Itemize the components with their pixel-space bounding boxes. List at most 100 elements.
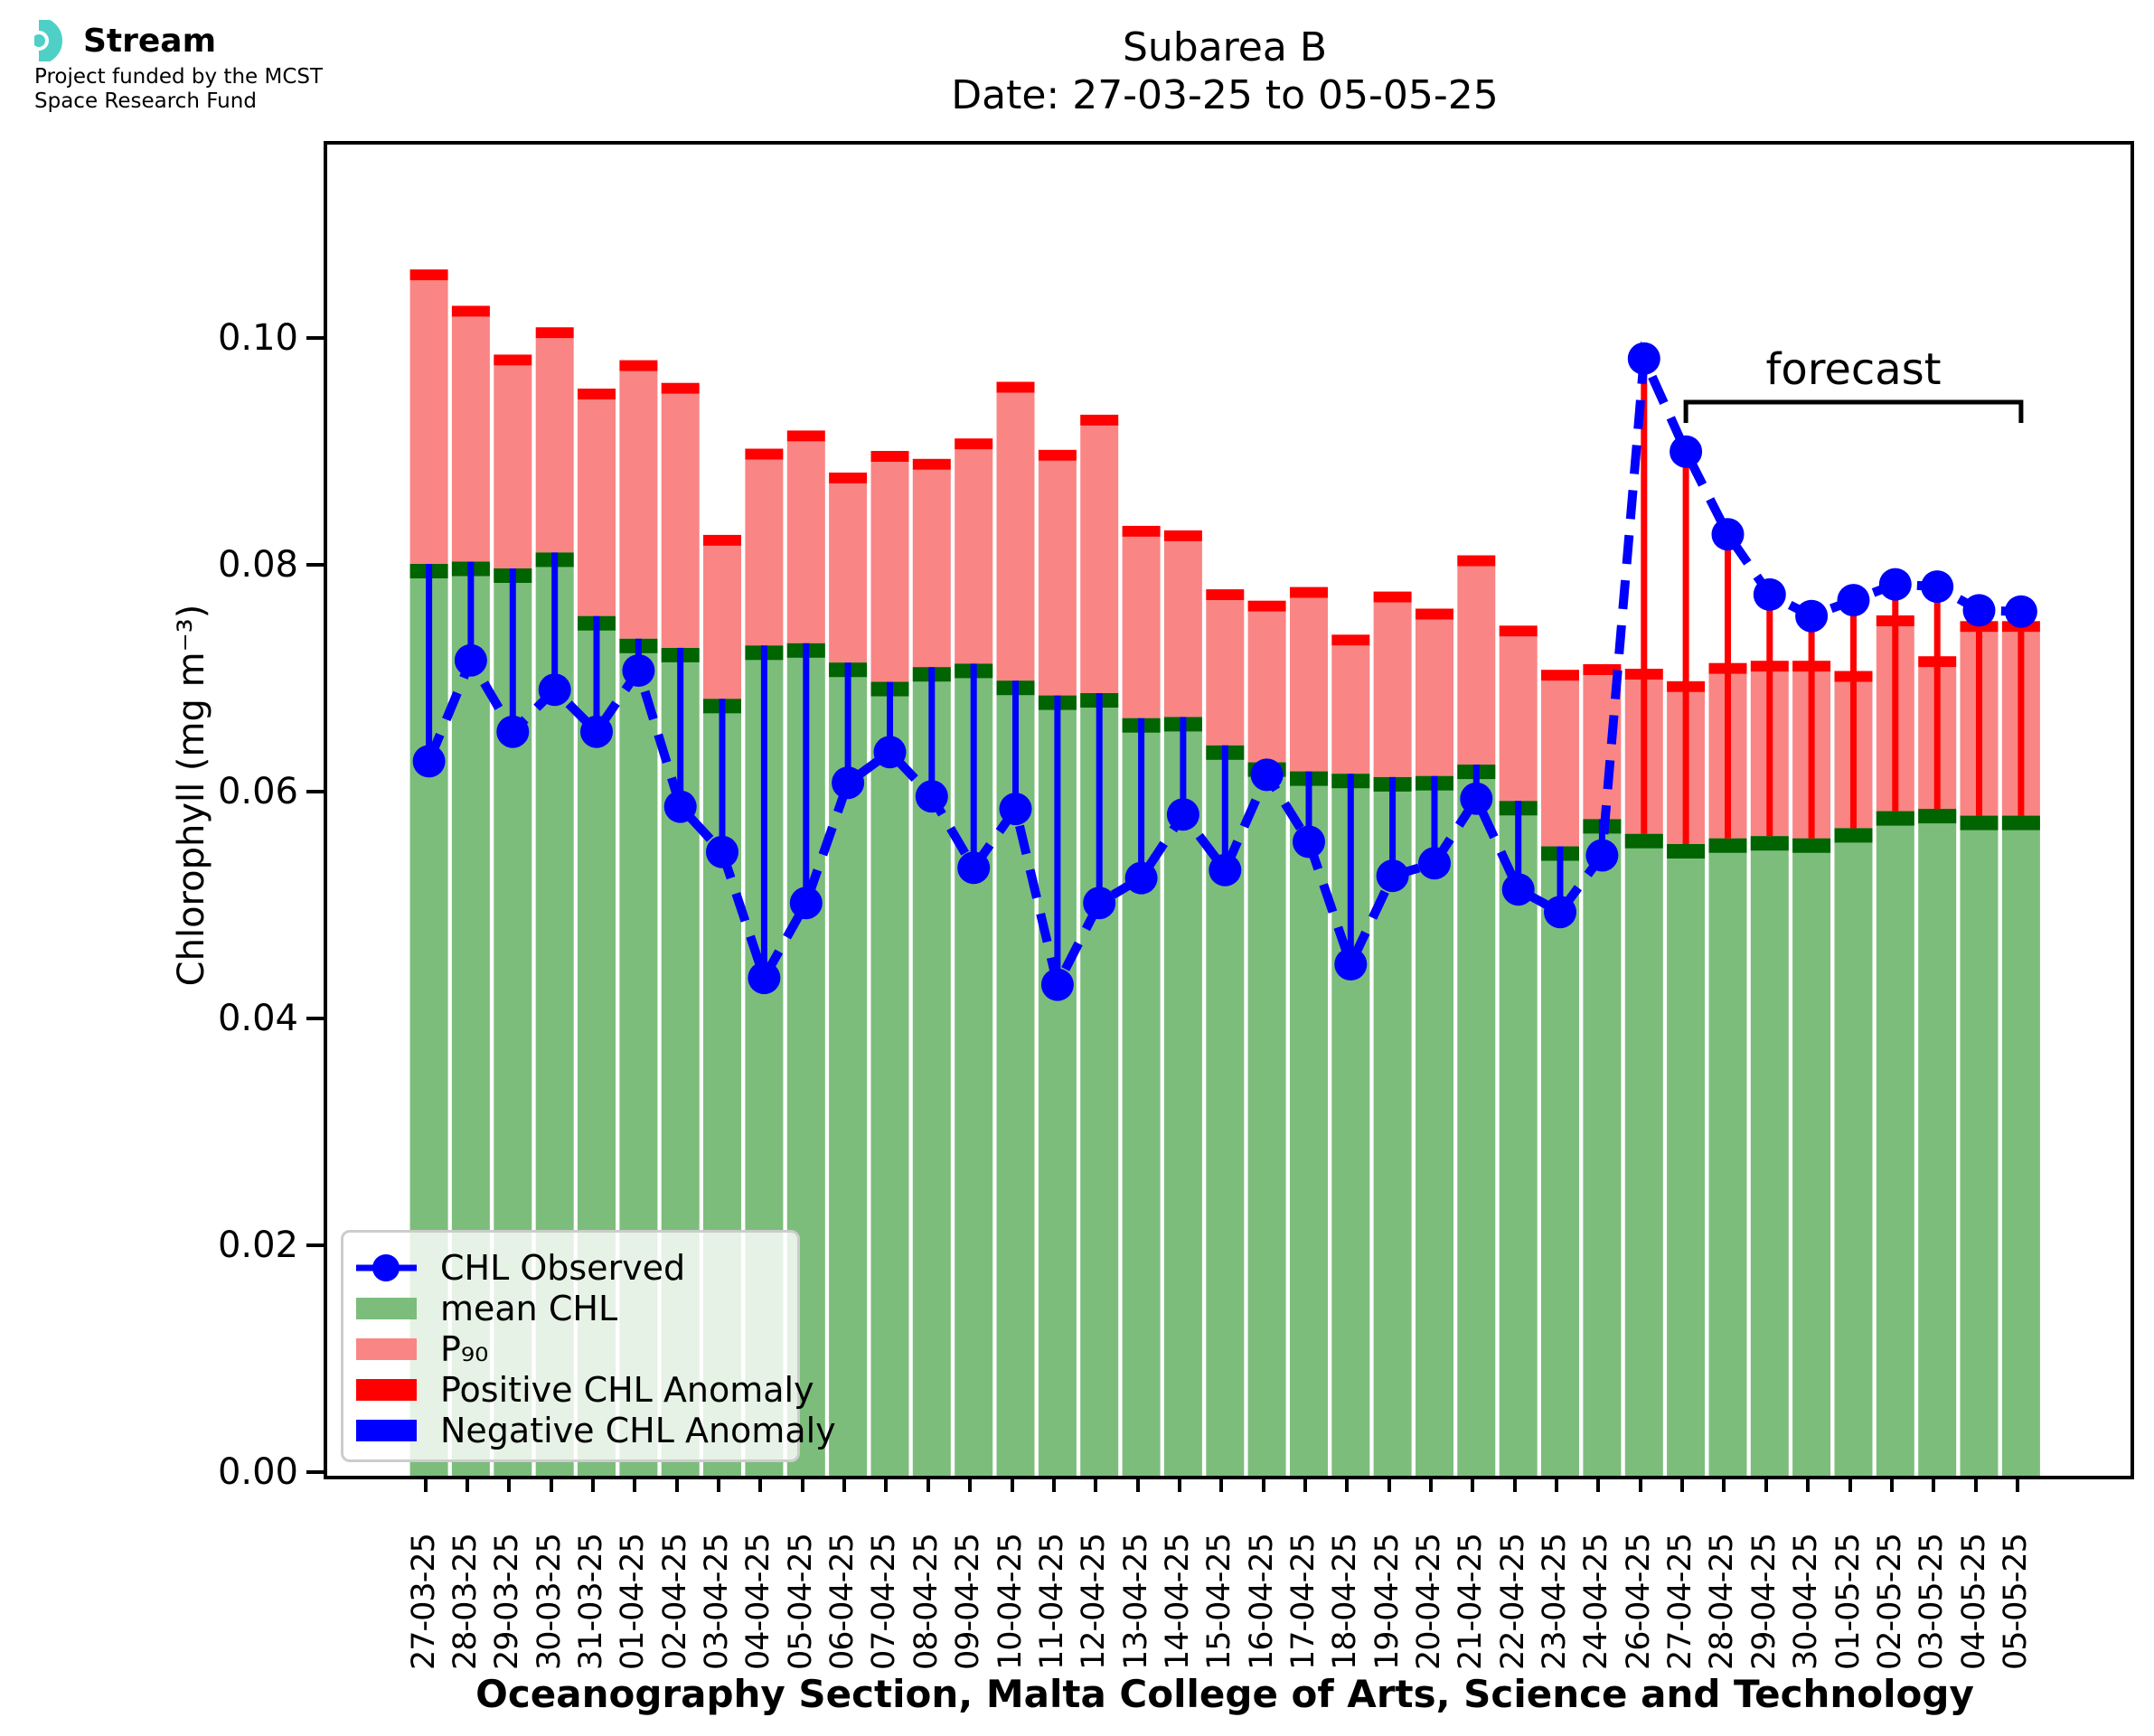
observed-marker [873,736,907,769]
mean-cap [1834,828,1873,843]
logo-subtitle-line1: Project funded by the MCST [34,65,324,89]
p90-cap [451,305,490,317]
x-tick-mark [1135,1476,1140,1492]
x-tick-label: 02-04-25 [656,1534,693,1670]
observed-marker [832,766,865,800]
mean-bar [1918,809,1957,1476]
p90-cap [578,389,616,399]
y-tick-label: 0.02 [217,1225,298,1266]
mean-bar [1416,775,1453,1476]
p90-bar [535,338,574,553]
legend-label: Positive CHL Anomaly [440,1369,814,1410]
mean-cap [1876,811,1914,826]
x-tick-label: 18-04-25 [1327,1534,1364,1670]
y-tick-mark [306,790,324,793]
mean-bar [1163,717,1202,1476]
x-tick-mark [1889,1476,1894,1492]
p90-bar [1416,619,1453,776]
mean-bar [1583,819,1622,1476]
mean-cap [1960,815,1999,830]
observed-marker [1460,782,1493,815]
p90-cap [786,430,825,442]
observed-marker [580,715,613,748]
observed-marker [663,790,697,823]
x-tick-mark [926,1476,930,1492]
mean-bar [1457,765,1496,1476]
observed-marker [454,643,487,677]
p90-bar [955,449,993,664]
mean-bar [870,681,909,1476]
logo-brand-text: Stream [83,22,217,60]
x-tick-label: 17-04-25 [1284,1534,1322,1670]
x-tick-mark [1596,1476,1601,1492]
p90-cap [1373,591,1412,603]
p90-bar [1038,460,1077,696]
x-tick-label: 20-04-25 [1411,1534,1447,1670]
legend-item-mean-chl: mean CHL [356,1288,797,1328]
x-tick-mark [423,1476,428,1492]
mean-bar [2001,815,2040,1476]
x-tick-label: 06-04-25 [824,1534,861,1670]
observed-marker [2004,595,2037,628]
p90-cap [1416,608,1453,620]
stream-logo: Stream Project funded by the MCST Space … [33,17,324,114]
x-tick-label: 14-04-25 [1159,1534,1196,1670]
observed-marker [1544,896,1576,929]
x-tick-mark [1219,1476,1224,1492]
logo-subtitle-line2: Space Research Fund [34,89,257,113]
y-tick-label: 0.00 [217,1451,298,1493]
p90-bar [494,365,532,568]
x-tick-label: 27-03-25 [405,1534,442,1670]
observed-marker [1209,853,1242,887]
x-tick-mark [1512,1476,1517,1492]
p90-cap [955,438,993,450]
p90-bar [1499,636,1538,802]
x-tick-label: 28-04-25 [1704,1534,1741,1670]
mean-cap [1667,844,1706,859]
p90-bar [1206,600,1245,746]
x-tick-label: 29-03-25 [489,1534,526,1670]
observed-marker [1670,435,1703,468]
chart-canvas: forecast [409,269,2040,1476]
p90-cap [703,534,741,546]
p90-bar [1247,611,1286,763]
p90-cap [494,354,532,366]
p90-bar [1080,425,1119,694]
observed-marker [1585,839,1619,872]
x-tick-label: 07-04-25 [866,1534,903,1670]
p90-cap [619,360,658,371]
negative-anomaly-swatch [356,1419,417,1441]
x-tick-label: 08-04-25 [908,1534,945,1670]
x-tick-label: 11-04-25 [1033,1534,1070,1670]
x-tick-label: 12-04-25 [1076,1534,1113,1670]
p90-bar [912,469,951,668]
x-tick-label: 21-04-25 [1453,1534,1490,1670]
x-tick-mark [1471,1476,1475,1492]
mean-bar [1247,762,1286,1476]
p90-cap [1457,555,1496,567]
legend-item-positive-anomaly: Positive CHL Anomaly [356,1369,814,1410]
p90-swatch [356,1337,417,1360]
mean-bar [1792,838,1831,1476]
p90-cap [1247,600,1286,612]
x-tick-label: 09-04-25 [950,1534,987,1670]
mean-bar [1667,844,1706,1476]
p90-bar [619,371,658,639]
p90-cap [745,448,784,460]
chart-title: Subarea B Date: 27-03-25 to 05-05-25 [951,23,1499,119]
y-tick-label: 0.06 [217,771,298,812]
p90-cap [912,458,951,470]
p90-cap [535,327,574,339]
mean-cap [1750,836,1789,851]
x-tick-label: 03-04-25 [699,1534,736,1670]
observed-marker-icon [356,1250,417,1286]
x-tick-mark [884,1476,889,1492]
p90-cap [1122,525,1161,537]
x-tick-mark [1387,1476,1391,1492]
p90-cap [1080,414,1119,426]
observed-marker [706,835,738,868]
p90-cap [829,472,868,483]
observed-marker [789,887,823,920]
observed-marker [1627,342,1660,375]
